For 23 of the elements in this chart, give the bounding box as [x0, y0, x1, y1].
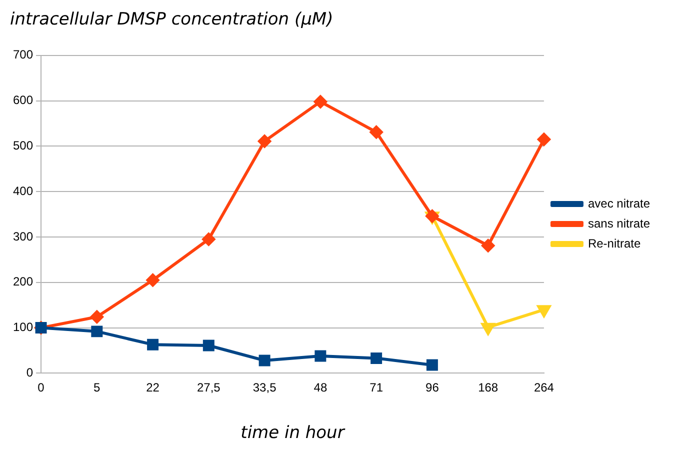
x-tick-label: 48 — [314, 380, 328, 395]
y-tick-label: 700 — [12, 48, 34, 62]
x-tick-label: 0 — [38, 380, 45, 395]
y-tick-label: 0 — [26, 366, 34, 380]
x-tick-label: 96 — [426, 380, 440, 395]
chart-title: intracellular DMSP concentration (µM) — [10, 10, 334, 30]
y-tick-label: 400 — [12, 184, 34, 198]
x-tick-label: 71 — [370, 380, 384, 395]
x-tick-label: 27,5 — [196, 380, 221, 395]
legend-label: Re-nitrate — [588, 236, 641, 250]
x-axis-title: time in hour — [240, 423, 346, 444]
x-tick-label: 264 — [534, 380, 554, 395]
y-tick-label: 200 — [12, 274, 34, 289]
y-tick-label: 500 — [12, 138, 34, 153]
legend-label: sans nitrate — [588, 216, 650, 230]
y-tick-label: 300 — [12, 229, 34, 244]
y-tick-label: 600 — [12, 93, 34, 108]
x-tick-label: 33,5 — [252, 380, 277, 395]
x-tick-label: 168 — [478, 380, 498, 395]
x-tick-label: 5 — [94, 380, 101, 395]
y-tick-label: 100 — [12, 320, 34, 334]
x-tick-label: 22 — [146, 380, 160, 395]
legend-label: avec nitrate — [588, 196, 650, 210]
